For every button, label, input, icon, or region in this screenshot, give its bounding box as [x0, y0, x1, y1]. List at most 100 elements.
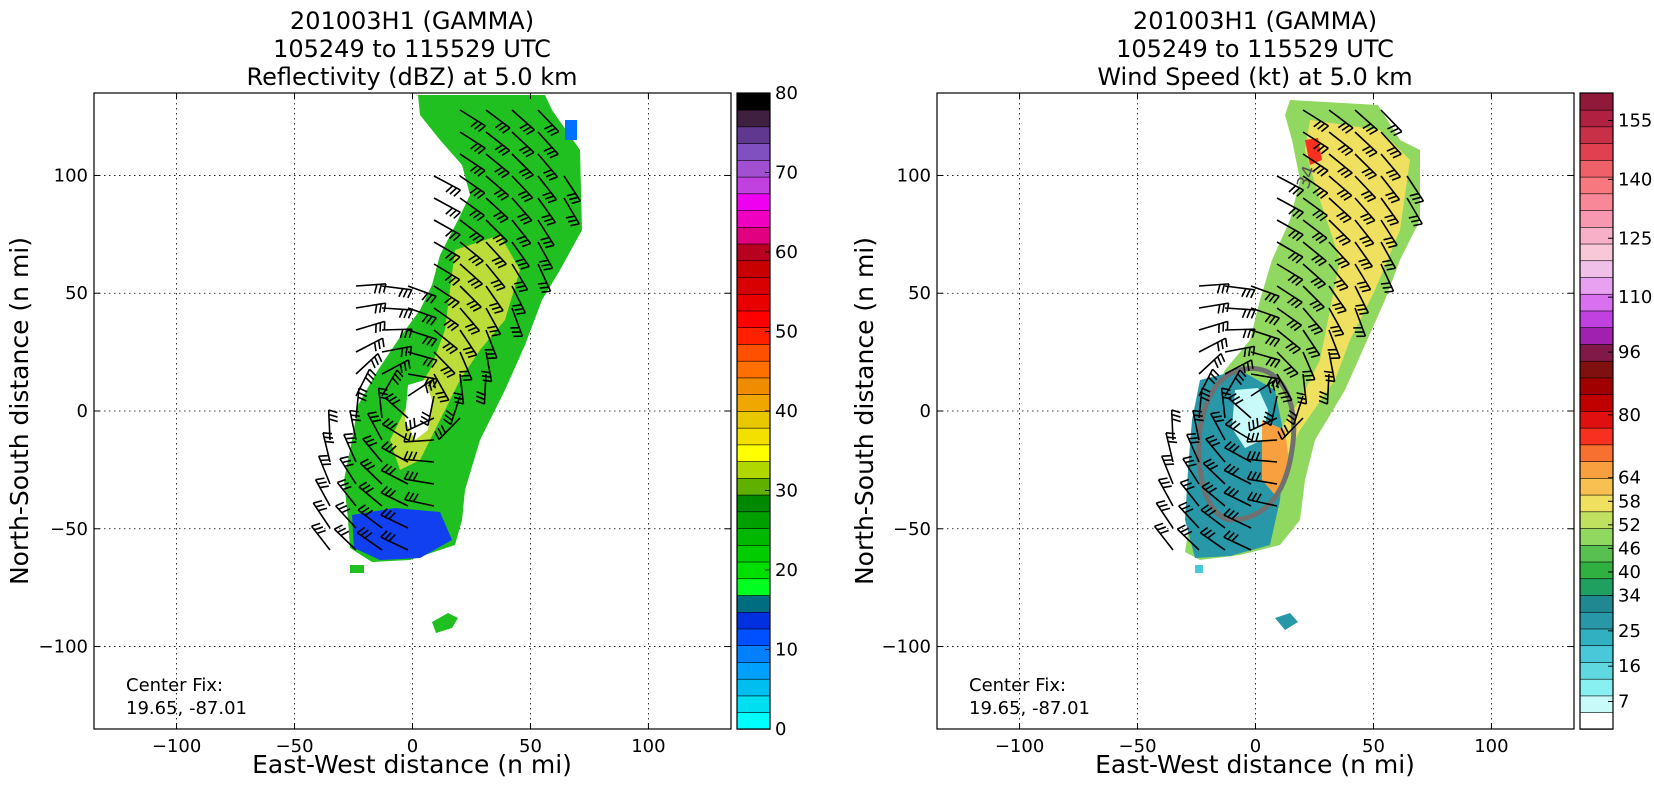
wind-barb [1198, 283, 1230, 294]
wind-isolated-south [1275, 613, 1298, 630]
colorbar-tick-label: 52 [1618, 515, 1641, 536]
y-tick-label: −100 [882, 637, 931, 658]
wind-barb [1302, 351, 1316, 382]
wind-barb [381, 369, 404, 397]
wind-barb [433, 197, 461, 220]
wind-barb [381, 441, 409, 463]
reflectivity-center-fix-label: Center Fix: [126, 675, 223, 696]
colorbar-segment [736, 544, 771, 563]
colorbar-tick-label: 110 [1618, 287, 1652, 308]
wind-barb [1302, 197, 1328, 222]
y-tick-label: 0 [77, 401, 88, 422]
wind-barb [381, 417, 409, 441]
wind-barb [1179, 478, 1200, 507]
wind-barb [407, 307, 437, 326]
y-tick-label: 50 [908, 283, 931, 304]
colorbar-segment [736, 494, 771, 513]
wind-barb [377, 387, 389, 419]
colorbar-segment [1579, 327, 1614, 345]
y-tick-label: 50 [65, 283, 88, 304]
colorbar-segment [1579, 678, 1614, 697]
wind-barb [1354, 175, 1377, 203]
y-tick-label: −100 [39, 637, 88, 658]
wind-barb [459, 219, 485, 244]
wind-barb [1302, 109, 1329, 133]
colorbar-segment [736, 176, 771, 195]
wind-barb [1205, 434, 1226, 463]
wind-barb [511, 131, 535, 158]
x-tick-label: 0 [1250, 736, 1261, 757]
wind-barb [1202, 458, 1226, 485]
wind-barb [1318, 373, 1330, 405]
y-tick-label: 100 [54, 165, 88, 186]
wind-barb [1250, 373, 1282, 388]
wind-barb [1353, 307, 1367, 338]
wind-barb [1328, 109, 1354, 134]
colorbar-segment [1579, 310, 1614, 329]
colorbar-tick-label: 70 [775, 163, 798, 184]
wind-barb [537, 109, 560, 137]
wind-barb [511, 285, 527, 315]
wind-barb [381, 307, 413, 319]
colorbar-tick-label: 7 [1618, 692, 1629, 713]
x-tick-label: −100 [152, 736, 201, 757]
wind-barb [1198, 320, 1229, 333]
wind-barb [1250, 378, 1280, 397]
colorbar-segment [1579, 193, 1614, 211]
reflectivity-xlabel: East-West distance (n mi) [252, 750, 572, 779]
wind-barb [1176, 524, 1200, 551]
wind-barb [1248, 417, 1278, 432]
reflectivity-ylabel: North-South distance (n mi) [5, 237, 34, 585]
wind-barb [355, 387, 368, 419]
colorbar-segment [736, 393, 771, 412]
colorbar-tick-label: 20 [775, 560, 798, 581]
wind-barb [1198, 368, 1220, 397]
colorbar-segment [736, 410, 771, 429]
wind-barb [433, 329, 458, 355]
colorbar-segment [1579, 494, 1614, 513]
swath-edge-blue [565, 120, 577, 140]
colorbar-segment [1579, 527, 1614, 546]
wind-barb [1178, 501, 1200, 529]
wind-barb [407, 378, 437, 397]
colorbar-segment [736, 377, 771, 395]
x-tick-label: 100 [631, 736, 665, 757]
wind-barb [380, 463, 409, 485]
wind-barb [1276, 351, 1299, 379]
wind-barb [1276, 219, 1304, 242]
isolated-echo-south [432, 613, 458, 633]
wind-barb [1276, 285, 1303, 309]
wind-barb [1286, 395, 1304, 426]
wind-barb [1302, 241, 1327, 267]
colorbar-segment [736, 126, 771, 144]
colorbar-segment [736, 260, 771, 278]
wind-barb [1155, 499, 1174, 529]
colorbar-tick-label: 80 [1618, 405, 1641, 426]
windspeed-center-fix-value: 19.65, -87.01 [969, 698, 1090, 719]
wind-barb [1323, 351, 1336, 383]
y-tick-label: 100 [897, 165, 931, 186]
colorbar-tick-label: 64 [1618, 468, 1641, 489]
wind-barb [1210, 411, 1226, 441]
x-tick-label: −50 [1119, 736, 1157, 757]
colorbar-segment [736, 661, 771, 680]
wind-barb [1406, 175, 1425, 205]
windspeed-panel: 201003H1 (GAMMA) 105249 to 115529 UTC Wi… [850, 7, 1652, 779]
wind-barb [537, 153, 559, 181]
wind-barb [1199, 526, 1226, 551]
wind-barb [1328, 285, 1347, 314]
wind-barb [485, 285, 504, 314]
wind-barb [1380, 197, 1400, 226]
wind-barb [459, 285, 482, 312]
colorbar-segment [1579, 477, 1614, 496]
wind-barb [1328, 197, 1352, 224]
wind-barb [459, 329, 478, 359]
wind-barb [1276, 241, 1304, 264]
wind-barb [537, 263, 552, 293]
colorbar-segment [736, 360, 771, 379]
wind-barb [1302, 131, 1329, 155]
wind-barb [480, 351, 493, 383]
colorbar-segment [1579, 578, 1614, 596]
colorbar-tick-label: 50 [775, 322, 798, 343]
wind-barb [485, 175, 510, 201]
